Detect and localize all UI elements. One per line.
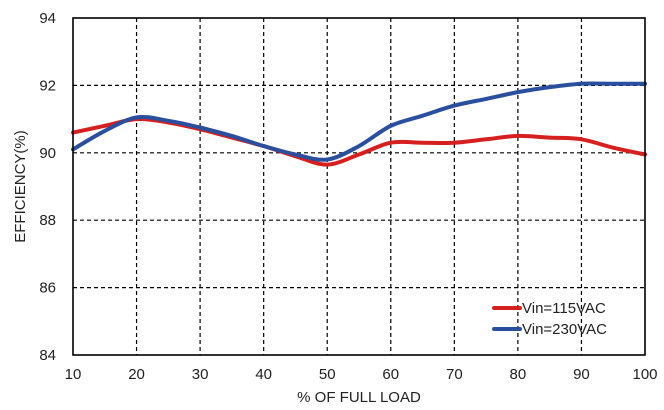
legend: Vin=115VAC Vin=230VAC	[492, 300, 607, 338]
plot-frame	[72, 17, 646, 356]
y-tick-labels: 84 86 88 90 92 94	[39, 10, 56, 364]
x-axis-label: % OF FULL LOAD	[297, 389, 421, 406]
y-tick-label-88: 88	[39, 212, 56, 229]
x-tick-label-80: 80	[510, 366, 527, 383]
y-tick-label-90: 90	[39, 145, 56, 162]
x-tick-label-10: 10	[65, 366, 82, 383]
legend-label-1: Vin=115VAC	[522, 300, 606, 317]
legend-label-2: Vin=230VAC	[522, 321, 607, 338]
series-line-1	[71, 117, 647, 167]
x-tick-label-60: 60	[382, 366, 399, 383]
y-tick-label-86: 86	[39, 280, 56, 297]
series-lines	[71, 81, 647, 167]
x-tick-label-100: 100	[632, 366, 657, 383]
x-tick-label-40: 40	[255, 366, 272, 383]
x-tick-label-20: 20	[128, 366, 145, 383]
x-tick-label-90: 90	[573, 366, 590, 383]
y-axis-label: EFFICIENCY(%)	[12, 130, 29, 243]
y-tick-label-84: 84	[39, 347, 56, 364]
y-tick-label-92: 92	[39, 77, 56, 94]
series-line-2	[71, 81, 647, 162]
x-tick-label-70: 70	[446, 366, 463, 383]
x-tick-label-50: 50	[319, 366, 336, 383]
x-tick-labels: 10 20 30 40 50 60 70 80 90 100	[65, 366, 658, 383]
y-tick-label-94: 94	[39, 10, 56, 27]
x-tick-label-30: 30	[192, 366, 209, 383]
